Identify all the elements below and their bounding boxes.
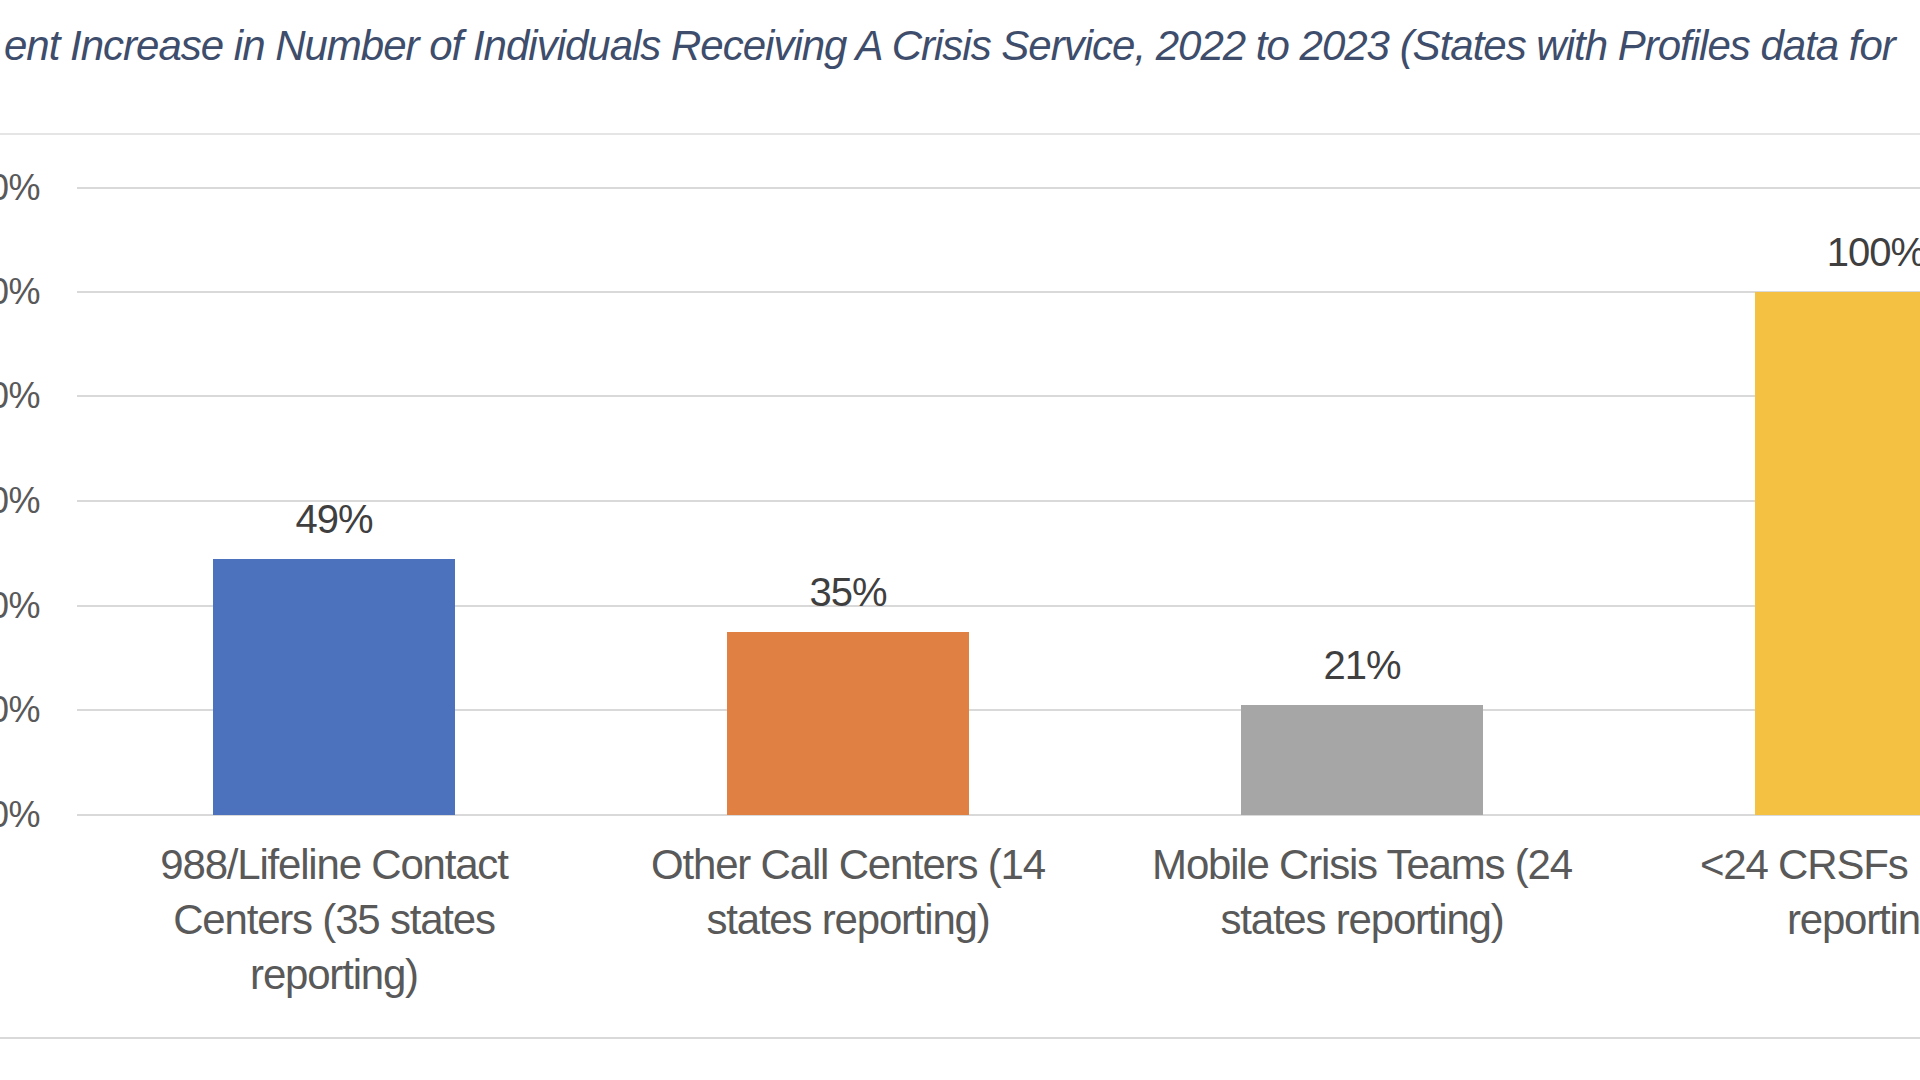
bar-mobile-crisis-teams: [1241, 705, 1483, 815]
bar-other-call-centers: [727, 632, 969, 815]
category-label-under-24-crsfs-line1: <24 CRSFs (2: [1700, 837, 1920, 892]
y-tick-20: 20%: [0, 689, 40, 731]
plot-area-top-border: [0, 133, 1920, 135]
category-label-line: 988/Lifeline Contact: [84, 837, 584, 892]
y-tick-100: 100%: [0, 271, 40, 313]
chart-title: ent Increase in Number of Individuals Re…: [4, 22, 1895, 70]
chart-bottom-border: [0, 1037, 1920, 1039]
y-tick-80: 80%: [0, 375, 40, 417]
category-label-mobile-crisis: Mobile Crisis Teams (24 states reporting…: [1112, 837, 1612, 947]
data-label-988-lifeline: 49%: [213, 495, 455, 543]
category-label-other-call-centers: Other Call Centers (14 states reporting): [598, 837, 1098, 947]
data-label-under-24-crsfs: 100%: [1755, 228, 1920, 276]
gridline-120: [77, 187, 1920, 189]
y-tick-60: 60%: [0, 480, 40, 522]
category-label-988-lifeline: 988/Lifeline Contact Centers (35 states …: [84, 837, 584, 1002]
category-label-line: Centers (35 states: [84, 892, 584, 947]
category-label-under-24-crsfs-line2: reportin: [1787, 892, 1920, 947]
gridline-80: [77, 395, 1920, 397]
gridline-100: [77, 291, 1920, 293]
data-label-other-call-centers: 35%: [727, 568, 969, 616]
data-label-mobile-crisis: 21%: [1241, 641, 1483, 689]
category-label-line: reporting): [84, 947, 584, 1002]
bar-under-24-crsfs: [1755, 292, 1920, 815]
y-tick-120: 120%: [0, 167, 40, 209]
category-label-line: Other Call Centers (14: [598, 837, 1098, 892]
category-label-line: Mobile Crisis Teams (24: [1112, 837, 1612, 892]
y-tick-40: 40%: [0, 585, 40, 627]
category-label-line: states reporting): [598, 892, 1098, 947]
category-label-line: states reporting): [1112, 892, 1612, 947]
bar-988-lifeline-contact-centers: [213, 559, 455, 815]
y-tick-0: 0%: [0, 794, 40, 836]
